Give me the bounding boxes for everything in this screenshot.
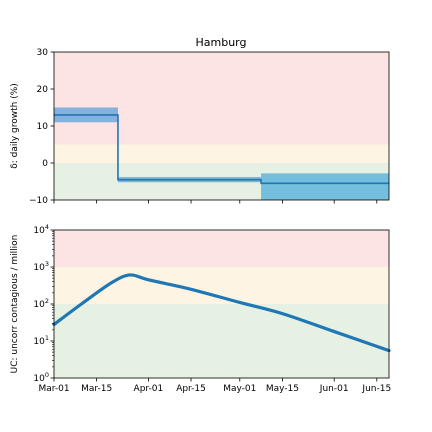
bottom-ylabel: UC: uncorr contagious / million [10, 235, 20, 374]
bottom-zone-0 [54, 230, 389, 267]
bottom-ytick-label-0: 104 [33, 223, 49, 236]
xtick-label-5: May-15 [266, 384, 299, 394]
xtick-label-2: Apr-01 [134, 384, 164, 394]
bottom-ytick-label-4: 100 [33, 371, 49, 384]
growth-band-2 [261, 173, 389, 200]
top-ylabel: δ: daily growth (%) [10, 83, 20, 169]
contagious-curve [52, 273, 391, 353]
top-ytick-label-0: 30 [37, 48, 49, 58]
bottom-ytick-label-3: 101 [33, 334, 49, 347]
bottom-zone-2 [54, 304, 389, 378]
top-zone-1 [54, 144, 389, 163]
top-ytick-label-2: 10 [37, 122, 49, 132]
xtick-label-4: May-01 [223, 384, 256, 394]
xtick-label-6: Jun-01 [319, 384, 349, 394]
xtick-label-1: Mar-15 [81, 384, 112, 394]
xtick-label-7: Jun-15 [361, 384, 391, 394]
top-ytick-label-1: 20 [37, 85, 49, 95]
bottom-ytick-label-2: 102 [33, 297, 49, 310]
top-panel: 30 20 10 0 −10 Hamburg δ: daily growth (%) [10, 36, 390, 206]
top-ytick-label-3: 0 [42, 159, 48, 169]
bottom-ytick-label-1: 103 [33, 260, 49, 273]
growth-step-line [54, 114, 389, 185]
xtick-label-0: Mar-01 [38, 384, 69, 394]
xtick-label-3: Apr-15 [176, 384, 206, 394]
top-ytick-label-4: −10 [29, 196, 48, 206]
top-zone-0 [54, 52, 389, 145]
bottom-panel: 104 103 102 101 100 Mar-01 Mar-15 Apr-01 Apr-15… [10, 223, 391, 394]
top-title: Hamburg [196, 36, 247, 49]
